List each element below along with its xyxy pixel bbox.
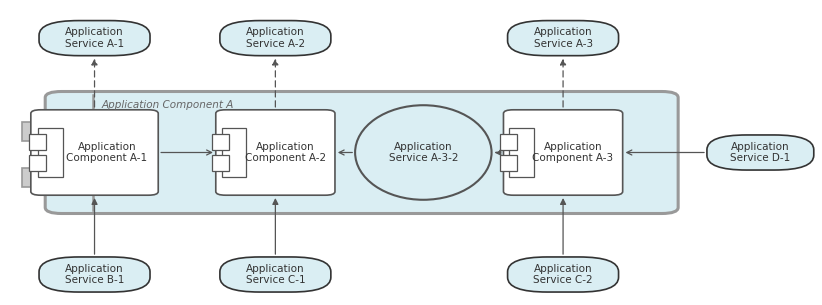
Text: Application
Service A-3-2: Application Service A-3-2 (389, 142, 458, 163)
Bar (22, 168, 45, 187)
Text: Application
Component A-1: Application Component A-1 (67, 142, 147, 163)
Ellipse shape (355, 105, 492, 200)
Bar (39, 128, 63, 177)
FancyBboxPatch shape (220, 20, 330, 56)
FancyBboxPatch shape (508, 257, 619, 292)
Bar (30, 134, 46, 150)
Text: Application
Service C-1: Application Service C-1 (246, 264, 305, 285)
Text: Application
Component A-2: Application Component A-2 (245, 142, 326, 163)
FancyBboxPatch shape (707, 135, 814, 170)
Bar (212, 155, 229, 171)
FancyBboxPatch shape (215, 110, 335, 195)
Text: Application
Component A-3: Application Component A-3 (533, 142, 613, 163)
Text: Application
Service A-2: Application Service A-2 (246, 27, 305, 49)
Bar (510, 128, 534, 177)
Bar (222, 128, 247, 177)
Bar (212, 134, 229, 150)
FancyBboxPatch shape (508, 20, 619, 56)
FancyBboxPatch shape (31, 110, 158, 195)
Text: Application
Service C-2: Application Service C-2 (533, 264, 593, 285)
Text: Application Component A: Application Component A (101, 100, 233, 110)
Text: Application
Service A-1: Application Service A-1 (65, 27, 124, 49)
FancyBboxPatch shape (503, 110, 623, 195)
Bar (500, 155, 517, 171)
Bar (30, 155, 46, 171)
Text: Application
Service B-1: Application Service B-1 (65, 264, 124, 285)
FancyBboxPatch shape (45, 92, 678, 214)
FancyBboxPatch shape (39, 257, 150, 292)
Text: Application
Service D-1: Application Service D-1 (730, 142, 791, 163)
Bar (500, 134, 517, 150)
FancyBboxPatch shape (39, 20, 150, 56)
Text: Application
Service A-3: Application Service A-3 (533, 27, 593, 49)
Bar (22, 122, 45, 141)
FancyBboxPatch shape (220, 257, 330, 292)
